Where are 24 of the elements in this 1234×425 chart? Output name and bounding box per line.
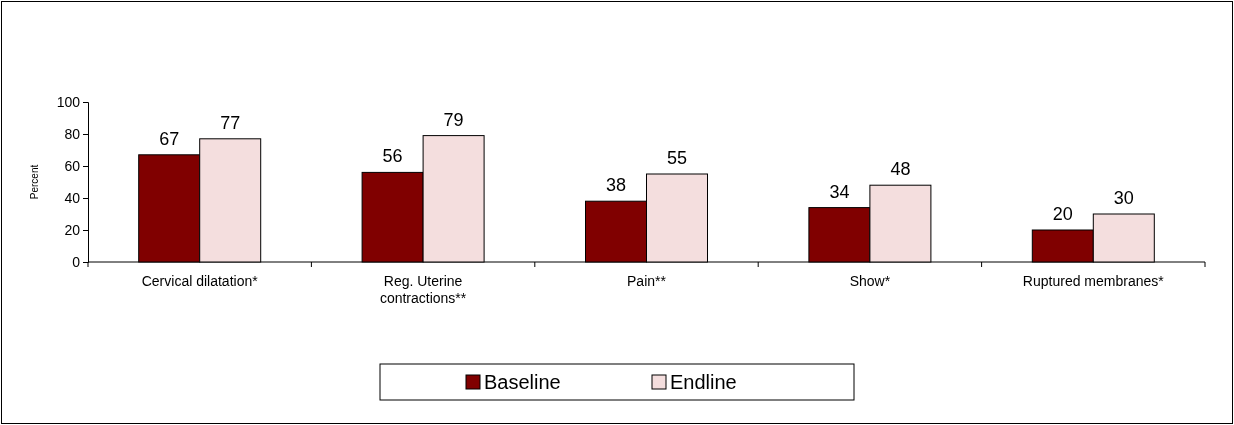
y-tick-label: 0 [72, 253, 81, 270]
data-label: 67 [159, 128, 180, 149]
data-label: 56 [382, 146, 403, 167]
data-label: 34 [829, 181, 850, 202]
x-tick-label: Pain** [627, 273, 667, 289]
data-label: 79 [443, 109, 464, 130]
data-label: 55 [666, 148, 688, 168]
y-tick-label: 100 [56, 93, 81, 110]
data-label: 30 [1113, 188, 1134, 208]
y-axis-title: Percent [29, 164, 40, 200]
y-tick-label: 40 [64, 189, 81, 206]
y-tick-label: 60 [64, 157, 81, 174]
y-tick-label: 20 [64, 221, 81, 238]
x-tick-label: Reg. Uterine contractions** [379, 273, 467, 306]
data-label: 20 [1052, 204, 1073, 224]
x-tick-label: Show* [849, 273, 891, 289]
x-tick-label: Ruptured membranes* [1022, 273, 1165, 289]
data-label: 38 [605, 175, 627, 196]
data-label: 77 [220, 112, 241, 133]
legend-label: Endline [670, 371, 737, 393]
y-tick-label: 80 [64, 125, 81, 142]
legend-label: Baseline [484, 371, 561, 393]
x-tick-label: Cervical dilatation* [141, 273, 259, 289]
data-label: 48 [890, 159, 911, 180]
